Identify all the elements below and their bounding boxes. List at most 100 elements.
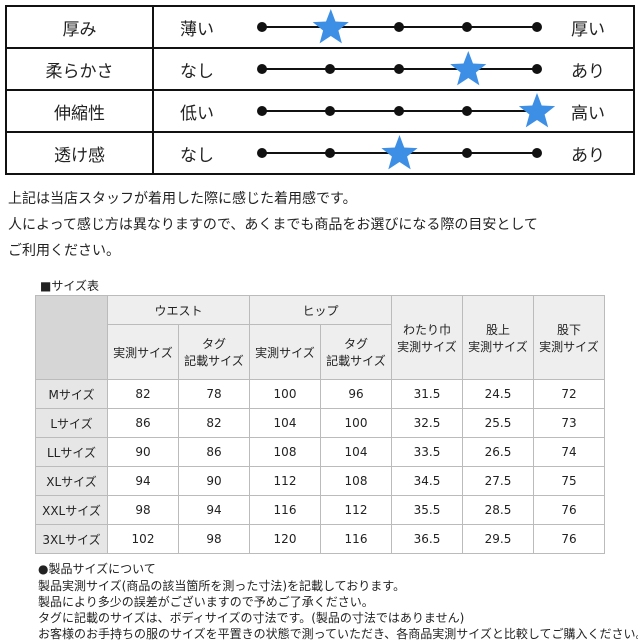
header-text: 股上 — [485, 322, 510, 337]
header-text: タグ — [343, 337, 368, 351]
header-text: 実測サイズ — [113, 345, 173, 360]
column-header: 股下 実測サイズ — [533, 295, 605, 380]
cell: 28.5 — [462, 495, 534, 525]
scale-dot — [532, 64, 542, 74]
scale-dot — [325, 64, 335, 74]
cell: 27.5 — [462, 466, 534, 496]
cell: 104 — [320, 437, 392, 467]
notes-line: 製品実測サイズ(商品の該当箇所を測った寸法)を記載しております。 — [38, 579, 406, 593]
column-header: 股上 実測サイズ — [462, 295, 534, 380]
scale-dot — [257, 148, 267, 158]
cell: 35.5 — [391, 495, 463, 525]
feel-left: 薄い — [180, 19, 214, 40]
data-row: Mサイズ 82 78 100 96 31.5 24.5 72 — [35, 379, 605, 409]
scale-dot — [532, 22, 542, 32]
notice-line: 上記は当店スタッフが着用した際に感じた着用感です。 — [8, 191, 357, 207]
feel-right: 高い — [571, 103, 605, 124]
cell: 73 — [533, 408, 605, 438]
data-row: 3XLサイズ 102 98 120 116 36.5 29.5 76 — [35, 524, 605, 554]
cell: 96 — [320, 379, 392, 409]
cell: 98 — [178, 524, 250, 554]
row-label: Mサイズ — [35, 379, 108, 409]
cell: 31.5 — [391, 379, 463, 409]
header-text: 実測サイズ — [397, 339, 457, 354]
row-label: XLサイズ — [35, 466, 108, 496]
cell: 94 — [107, 466, 179, 496]
cell: 82 — [178, 408, 250, 438]
cell: 76 — [533, 524, 605, 554]
star — [381, 135, 418, 170]
sub-header: 実測サイズ — [249, 324, 321, 380]
feel-table: 厚み 薄い 厚い 柔らかさ なし あり 伸縮性 低い 高い 透け感 なし あり — [5, 5, 635, 175]
sub-header: 実測サイズ — [107, 324, 179, 380]
notes-line: お客様のお手持ちの服のサイズを平置きの状態で測っていただき、各商品実測サイズと比… — [38, 627, 638, 641]
feel-label: 厚み — [7, 7, 154, 47]
corner — [35, 295, 108, 380]
scale-dot — [394, 22, 404, 32]
header-text: わたり巾 — [402, 322, 451, 337]
data-row: XXLサイズ 98 94 116 112 35.5 28.5 76 — [35, 495, 605, 525]
feel-scale — [257, 51, 542, 86]
cell: 36.5 — [391, 524, 463, 554]
feel-right: あり — [571, 61, 605, 82]
sub-header: タグ 記載サイズ — [320, 324, 392, 380]
cell: 116 — [320, 524, 392, 554]
feel-label: 柔らかさ — [7, 49, 154, 89]
notice-line: 人によって感じ方は異なりますので、あくまでも商品をお選びになる際の目安として — [8, 217, 538, 233]
scale-dot — [532, 148, 542, 158]
cell: 108 — [320, 466, 392, 496]
header-row: 実測サイズ タグ 記載サイズ 実測サイズ タグ 記載サイズ — [36, 324, 605, 380]
feel-left: なし — [180, 61, 214, 82]
sub-header: タグ 記載サイズ — [178, 324, 250, 380]
notes-title: ●製品サイズについて — [38, 562, 156, 576]
header-text: 実測サイズ — [468, 339, 528, 354]
scale-dot — [394, 106, 404, 116]
cell: 72 — [533, 379, 605, 409]
cell: 112 — [320, 495, 392, 525]
notes-line: 製品により多少の誤差がございますので予めご了承ください。 — [38, 595, 374, 609]
cell: 74 — [533, 437, 605, 467]
row-label: Lサイズ — [35, 408, 108, 438]
cell: 34.5 — [391, 466, 463, 496]
cell: 32.5 — [391, 408, 463, 438]
header-text: 実測サイズ — [539, 339, 599, 354]
feel-row: 厚み 薄い 厚い — [5, 5, 635, 47]
cell: 86 — [178, 437, 250, 467]
cell: 33.5 — [391, 437, 463, 467]
cell: 100 — [320, 408, 392, 438]
group-header: ヒップ — [249, 295, 392, 325]
cell: 76 — [533, 495, 605, 525]
cell: 120 — [249, 524, 321, 554]
header-text: 記載サイズ — [326, 354, 386, 368]
feel-row: 柔らかさ なし あり — [5, 47, 635, 89]
cell: 100 — [249, 379, 321, 409]
data-row: LLサイズ 90 86 108 104 33.5 26.5 74 — [35, 437, 605, 467]
scale-dot — [325, 148, 335, 158]
feel-scale — [257, 135, 542, 170]
star — [450, 51, 487, 86]
star — [518, 93, 556, 128]
notes-line: タグに記載のサイズは、ボディサイズの寸法です。(製品の寸法ではありません) — [38, 611, 465, 625]
feel-row: 透け感 なし あり — [5, 131, 635, 175]
column-header: わたり巾 実測サイズ — [391, 295, 463, 380]
cell: 102 — [107, 524, 179, 554]
scale-dot — [462, 106, 472, 116]
scale-dot — [325, 106, 335, 116]
cell: 116 — [249, 495, 321, 525]
feel-left: なし — [180, 145, 214, 166]
cell: 104 — [249, 408, 321, 438]
cell: 82 — [107, 379, 179, 409]
cell: 25.5 — [462, 408, 534, 438]
size-table-title: ■サイズ表 — [40, 279, 99, 293]
feel-row: 伸縮性 低い 高い — [5, 89, 635, 131]
header-text: 実測サイズ — [255, 345, 315, 360]
cell: 94 — [178, 495, 250, 525]
header-row: ウエスト ヒップ わたり巾 実測サイズ 股上 実測サイズ 股下 実測サイズ — [35, 295, 605, 380]
data-row: XLサイズ 94 90 112 108 34.5 27.5 75 — [35, 466, 605, 496]
feel-right: 厚い — [571, 19, 605, 40]
cell: 75 — [533, 466, 605, 496]
scale-dot — [257, 64, 267, 74]
scale-dot — [257, 106, 267, 116]
header-text: 記載サイズ — [184, 354, 244, 368]
